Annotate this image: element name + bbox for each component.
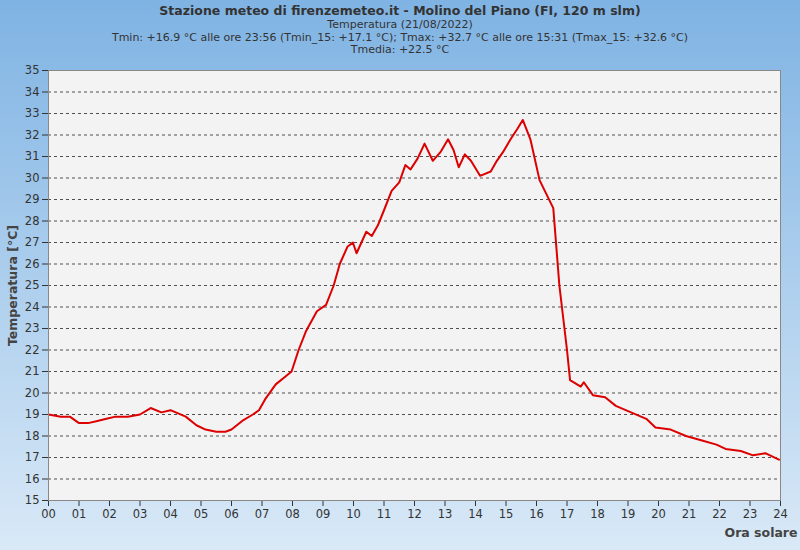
svg-text:Ora solare: Ora solare [725,525,798,540]
svg-text:10: 10 [346,507,361,521]
svg-text:13: 13 [438,507,453,521]
svg-text:07: 07 [255,507,270,521]
svg-text:18: 18 [590,507,605,521]
svg-text:26: 26 [25,257,40,271]
svg-text:30: 30 [25,171,40,185]
svg-text:18: 18 [25,429,40,443]
svg-text:11: 11 [377,507,392,521]
svg-text:08: 08 [285,507,300,521]
svg-text:23: 23 [743,507,758,521]
svg-text:21: 21 [25,364,40,378]
svg-text:22: 22 [25,343,40,357]
svg-text:05: 05 [194,507,209,521]
svg-text:22: 22 [712,507,727,521]
html-text:Stazione meteo di firenzemeteo: Stazione meteo di firenzemeteo.it - Moli… [159,3,641,18]
svg-text:35: 35 [25,63,40,77]
svg-text:19: 19 [25,407,40,421]
svg-text:01: 01 [72,507,87,521]
svg-text:17: 17 [560,507,575,521]
svg-text:03: 03 [133,507,148,521]
html-text:Tmin: +16.9 °C alle ore 23:56: Tmin: +16.9 °C alle ore 23:56 (Tmin_15: … [111,30,689,44]
svg-text:25: 25 [25,278,40,292]
svg-text:12: 12 [407,507,422,521]
svg-text:17: 17 [25,450,40,464]
svg-text:21: 21 [682,507,697,521]
svg-text:15: 15 [25,493,40,507]
svg-text:02: 02 [102,507,117,521]
svg-text:19: 19 [621,507,636,521]
svg-text:28: 28 [25,214,40,228]
svg-text:15: 15 [499,507,514,521]
svg-text:06: 06 [224,507,239,521]
svg-text:16: 16 [529,507,544,521]
svg-text:24: 24 [773,507,788,521]
svg-text:Temperatura [°C]: Temperatura [°C] [5,225,20,346]
svg-text:34: 34 [25,85,40,99]
svg-text:33: 33 [25,106,40,120]
svg-text:00: 00 [41,507,56,521]
svg-text:20: 20 [25,386,40,400]
svg-text:20: 20 [651,507,666,521]
svg-text:24: 24 [25,300,40,314]
svg-text:23: 23 [25,321,40,335]
svg-text:27: 27 [25,235,40,249]
svg-text:09: 09 [316,507,331,521]
svg-text:04: 04 [163,507,178,521]
svg-text:32: 32 [25,128,40,142]
html-text:Tmedia: +22.5 °C: Tmedia: +22.5 °C [350,43,450,56]
svg-text:14: 14 [468,507,483,521]
svg-text:16: 16 [25,472,40,486]
svg-text:29: 29 [25,192,40,206]
svg-text:31: 31 [25,149,40,163]
html-text:Temperatura (21/08/2022): Temperatura (21/08/2022) [327,18,473,31]
